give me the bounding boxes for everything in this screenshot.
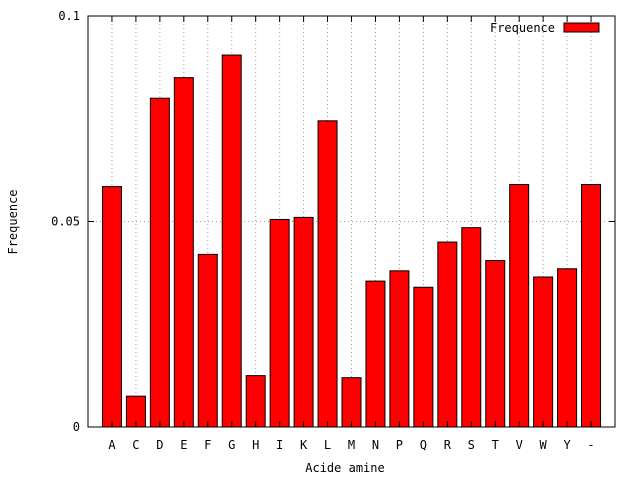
x-tick-label: M [348,438,355,452]
bar-gap [581,184,602,428]
x-tick-label: G [228,438,235,452]
bar-F [197,253,218,428]
x-tick-label: - [587,438,594,452]
bar-M [341,377,362,428]
bar-R [437,241,458,428]
legend: Frequence [490,21,600,35]
bars [101,54,602,428]
x-tick-label: H [252,438,259,452]
bar-Y [557,268,578,428]
bar-L [317,120,338,428]
x-tick-label: N [372,438,379,452]
bar-Q [413,286,434,428]
bar-W [533,276,554,428]
x-tick-label: W [540,438,548,452]
bar-P [389,270,410,428]
x-tick-label: S [468,438,475,452]
bar-H [245,375,266,428]
bar-I [269,218,290,428]
legend-swatch [563,22,600,33]
x-tick-label: F [204,438,211,452]
bar-T [485,260,506,428]
y-tick-label: 0.05 [51,215,80,229]
x-tick-label: L [324,438,331,452]
bar-D [149,97,170,428]
y-tick-label: 0 [73,420,80,434]
ticks: 0 0.05 0.1 A C D E F G H I K L M N P Q R S T V W Y - [51,9,615,452]
x-tick-label: E [180,438,187,452]
bar-K [293,216,314,428]
bar-E [173,77,194,428]
x-tick-label: C [132,438,139,452]
x-tick-label: I [276,438,283,452]
x-tick-label: R [444,438,452,452]
x-tick-label: T [492,438,499,452]
x-axis-label: Acide amine [305,461,384,475]
y-tick-label: 0.1 [58,9,80,23]
x-tick-label: V [516,438,523,452]
bar-G [221,54,242,428]
x-tick-label: A [108,438,116,452]
bar-V [509,184,530,428]
x-tick-label: Q [420,438,427,452]
x-tick-label: K [300,438,308,452]
x-tick-label: Y [563,438,571,452]
bar-A [101,186,122,428]
y-axis-label: Frequence [6,189,20,254]
x-tick-label: D [156,438,163,452]
x-tick-label: P [396,438,403,452]
bar-N [365,280,386,428]
bar-S [461,227,482,428]
legend-label: Frequence [490,21,555,35]
plot-frame [87,15,616,428]
